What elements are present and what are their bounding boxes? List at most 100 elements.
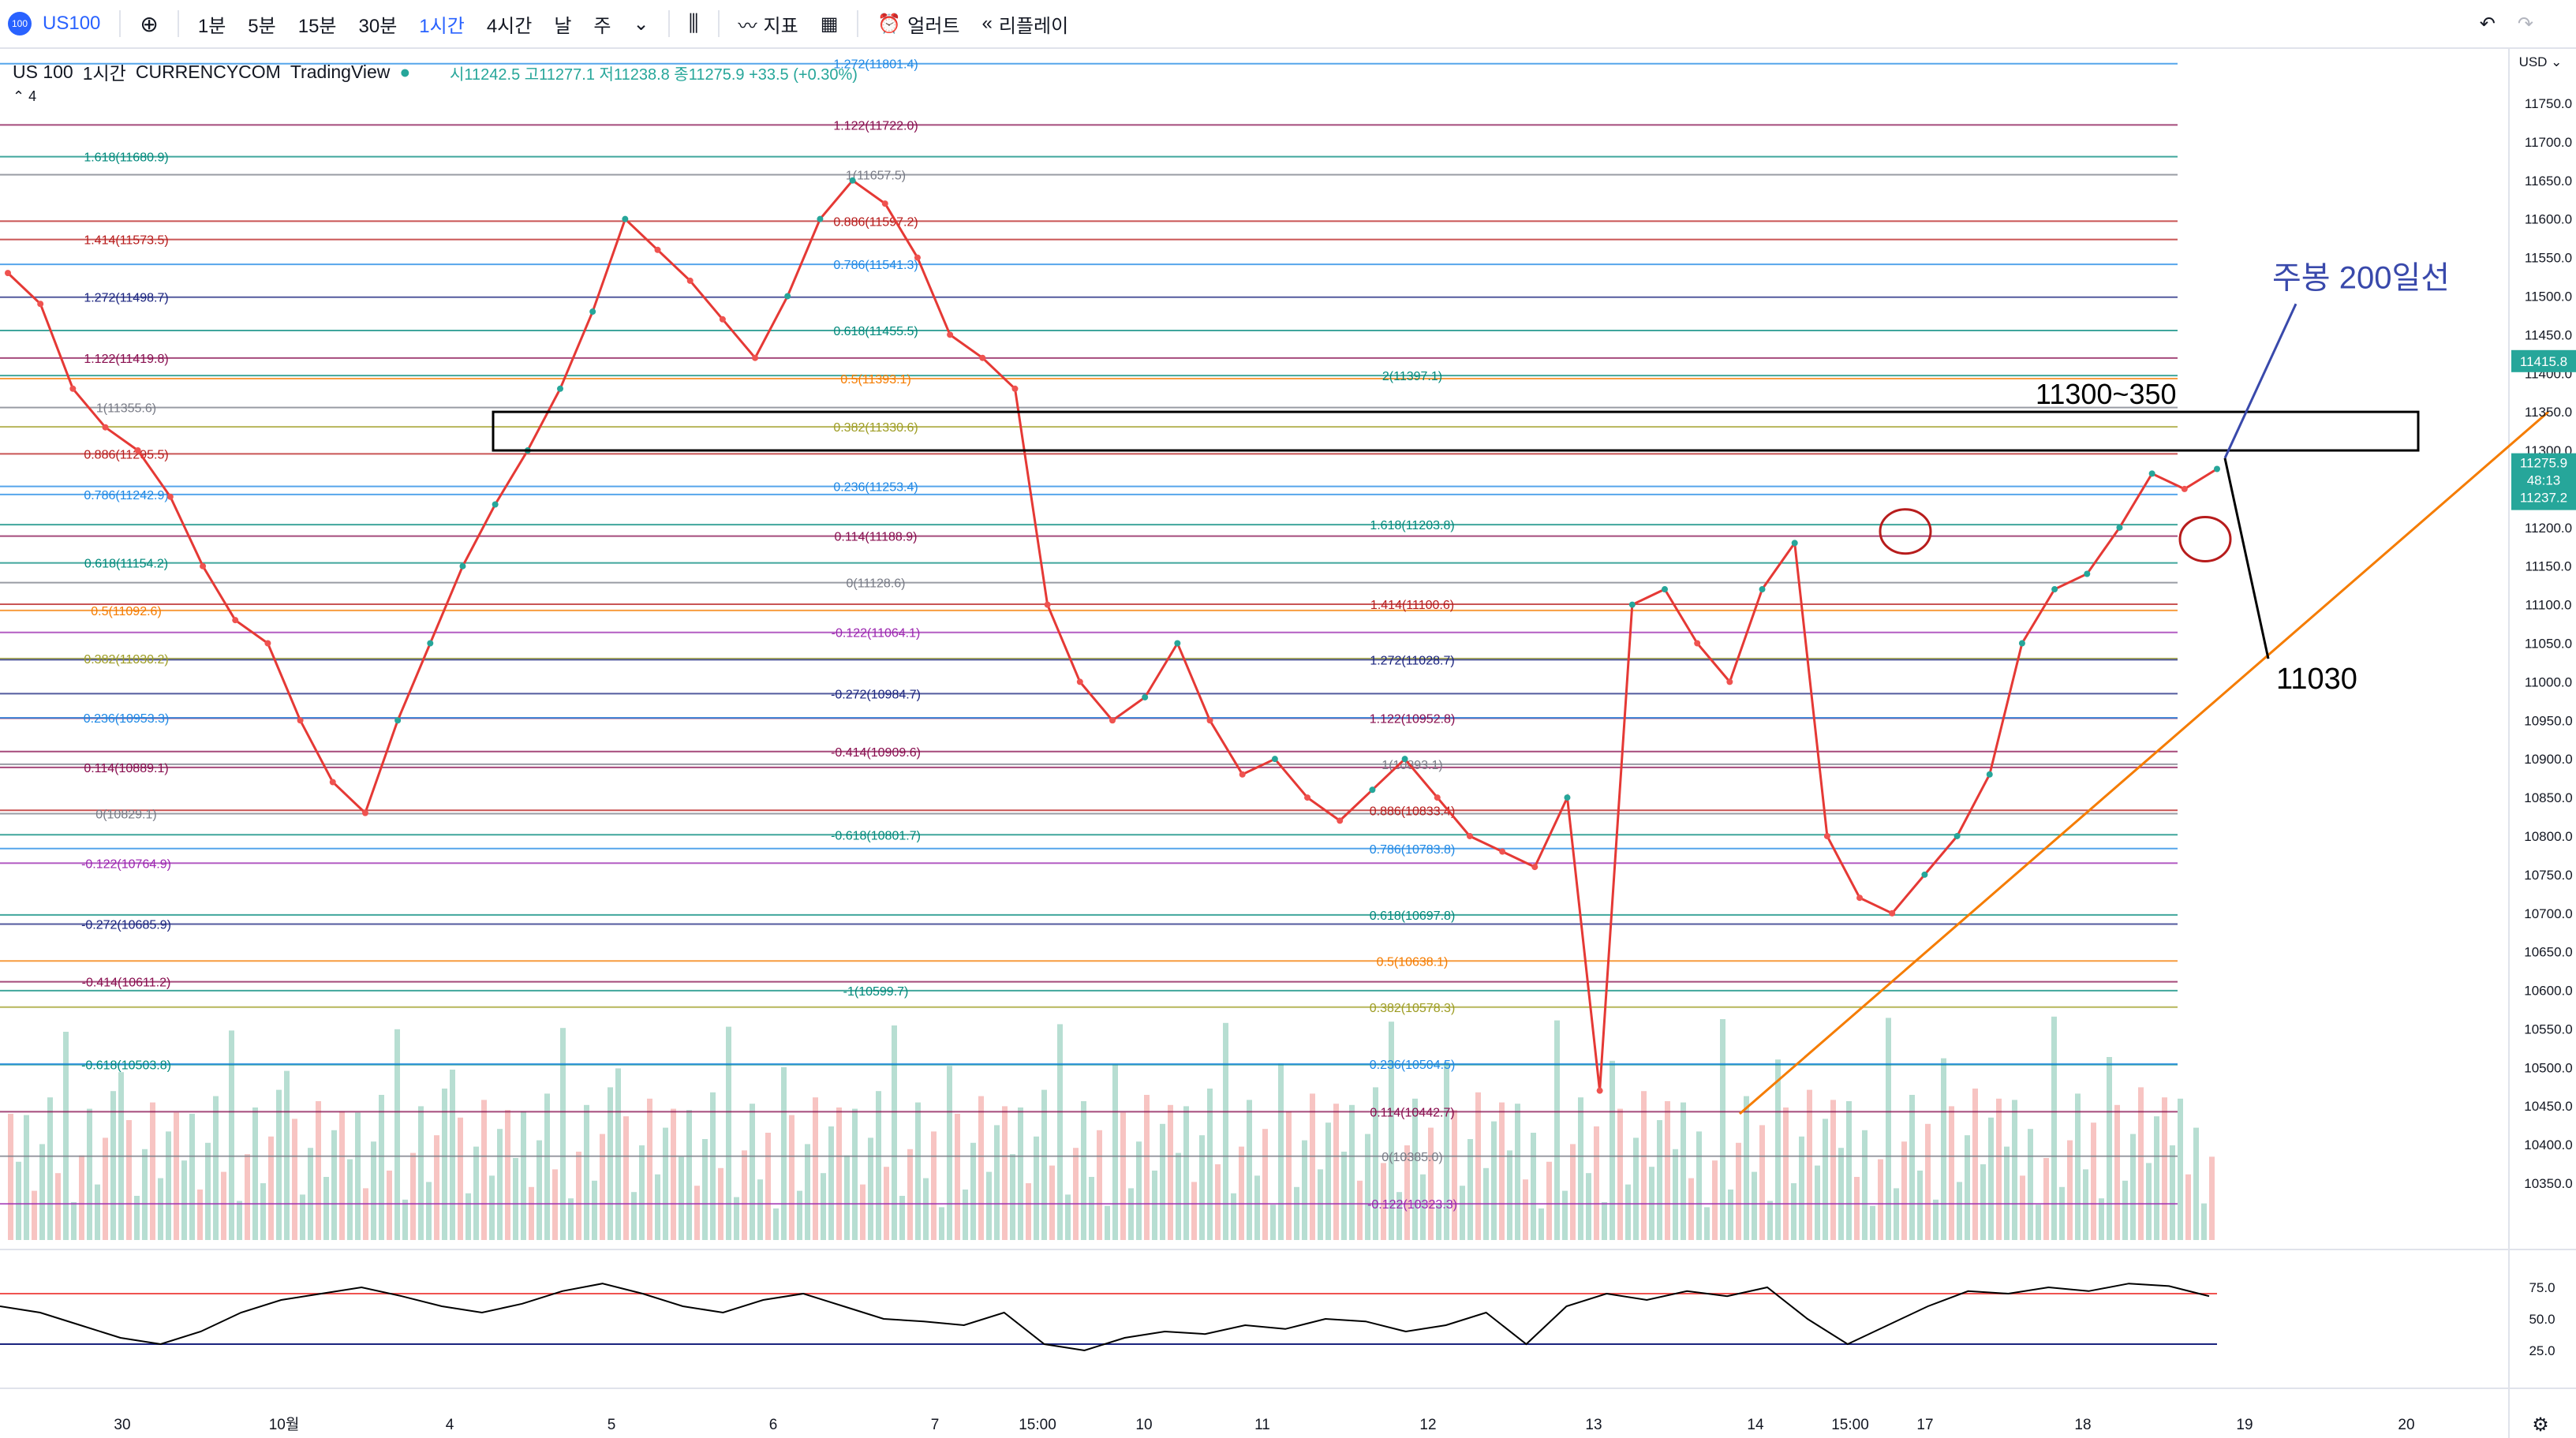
price-tick-label: 10900.0	[2524, 752, 2572, 767]
price-tick-label: 10450.0	[2524, 1099, 2572, 1114]
price-point	[1628, 601, 1636, 608]
orange-trendline[interactable]	[1739, 411, 2549, 1115]
time-tick-label: 5	[608, 1417, 616, 1433]
volume-bar	[2193, 1127, 2199, 1240]
timeframe-0[interactable]: 1분	[197, 15, 226, 37]
volume-bar	[2075, 1093, 2081, 1240]
add-symbol-icon[interactable]: ⊕	[140, 11, 159, 36]
volume-bar	[1278, 1063, 1284, 1240]
zone-label: 11300~350	[2036, 378, 2177, 410]
volume-bar	[134, 1196, 140, 1240]
volume-bar	[1641, 1091, 1647, 1240]
volume-bar	[1247, 1100, 1252, 1240]
volume-bar	[1010, 1154, 1015, 1240]
fib-level-label: -0.414(10611.2)	[82, 977, 171, 990]
current-price-label: 11275.9	[2520, 456, 2567, 471]
price-tick-label: 10400.0	[2524, 1137, 2572, 1152]
fib-level-label: 1.272(11801.4)	[833, 58, 918, 72]
volume-bar	[276, 1089, 282, 1240]
volume-bar	[1041, 1089, 1047, 1240]
indicators-button[interactable]: 〰 지표	[727, 0, 809, 47]
volume-bar	[47, 1097, 53, 1240]
volume-bar	[663, 1127, 668, 1240]
volume-bar	[1791, 1183, 1796, 1240]
volume-bar	[387, 1171, 392, 1240]
bar-timer-label: 48:13	[2527, 473, 2561, 488]
price-point	[1076, 678, 1083, 685]
volume-bar	[394, 1029, 400, 1240]
fib-level-label: 0(10829.1)	[95, 809, 156, 822]
price-point	[459, 562, 466, 570]
timeframe-7[interactable]: 주	[593, 15, 611, 37]
timeframe-6[interactable]: 날	[554, 15, 572, 37]
price-tag-label: 11237.2	[2520, 491, 2567, 506]
volume-bar	[1357, 1180, 1363, 1240]
volume-bar	[32, 1190, 37, 1240]
volume-bar	[1160, 1123, 1165, 1240]
price-tick-label: 11000.0	[2525, 674, 2572, 689]
replay-button[interactable]: « 리플레이	[971, 0, 1080, 47]
timeframe-5[interactable]: 4시간	[486, 15, 533, 37]
layouts-icon[interactable]: ▦	[820, 13, 839, 35]
undo-icon[interactable]: ↶	[2479, 13, 2496, 35]
volume-bar	[1467, 1139, 1473, 1240]
volume-bar	[2114, 1104, 2120, 1240]
fib-level-label: -0.122(10764.9)	[81, 857, 171, 871]
timeframe-dropdown-icon[interactable]: ⌄	[633, 13, 649, 35]
replay-label: 리플레이	[998, 15, 1069, 37]
volume-bar	[1262, 1129, 1268, 1240]
volume-bar	[308, 1148, 313, 1240]
settings-gear-icon[interactable]: ⚙	[2532, 1414, 2549, 1436]
volume-bar	[955, 1114, 960, 1240]
indicator-count[interactable]: ⌃ 4	[13, 88, 37, 104]
timeframe-3[interactable]: 30분	[358, 15, 398, 37]
volume-bar	[915, 1102, 921, 1240]
volume-bar	[1783, 1107, 1789, 1240]
fib-level-label: 1(11657.5)	[846, 169, 906, 182]
fib-level-label: 0.5(11393.1)	[840, 373, 911, 387]
price-tick-label: 11500.0	[2525, 289, 2572, 304]
fib-level-label: 2(11397.1)	[1382, 370, 1442, 383]
volume-bar	[592, 1180, 597, 1240]
volume-bar	[205, 1142, 211, 1240]
rsi-tick-label: 25.0	[2529, 1343, 2555, 1358]
fib-level-label: 1.272(11498.7)	[84, 292, 168, 305]
volume-bar	[1491, 1121, 1497, 1240]
volume-bar	[1767, 1201, 1773, 1240]
price-point	[1889, 909, 1896, 917]
fib-level-label: 0.114(10889.1)	[84, 762, 168, 775]
alerts-button[interactable]: ⏰ 얼러트	[866, 0, 970, 47]
volume-bar	[2091, 1122, 2096, 1240]
resistance-zone-box[interactable]	[492, 410, 2420, 452]
legend-symbol: US 100	[13, 61, 73, 82]
volume-bar	[1404, 1145, 1410, 1240]
volume-bar	[2107, 1057, 2112, 1240]
volume-bar	[79, 1155, 84, 1240]
timeframe-2[interactable]: 15분	[297, 15, 337, 37]
timeframe-1[interactable]: 5분	[248, 15, 276, 37]
volume-bar	[371, 1141, 376, 1240]
candle-style-icon[interactable]: ⫼	[688, 10, 699, 35]
volume-bar	[1665, 1101, 1670, 1240]
price-chart[interactable]: 1.272(11801.4) 1.122(11722.0) 1.618(11680.…	[0, 49, 2576, 1438]
price-tick-label: 10550.0	[2524, 1022, 2572, 1036]
timeframe-4[interactable]: 1시간	[419, 15, 465, 37]
legend-source: TradingView	[290, 61, 391, 82]
volume-bar	[1957, 1182, 1962, 1240]
symbol-search-button[interactable]: US100	[43, 13, 101, 34]
redo-icon[interactable]: ↷	[2517, 13, 2533, 35]
volume-bar	[434, 1135, 439, 1240]
price-point	[134, 447, 141, 454]
volume-bar	[1049, 1165, 1055, 1240]
volume-bar	[1002, 1106, 1008, 1240]
volume-bar	[1712, 1160, 1718, 1240]
volume-bar	[1341, 1152, 1347, 1240]
price-tick-label: 11650.0	[2525, 174, 2572, 189]
fib-level-label: -0.272(10685.9)	[81, 919, 171, 932]
price-tick-label: 11550.0	[2525, 251, 2572, 266]
volume-bar	[568, 1198, 574, 1240]
ma200-label: 주봉 200일선	[2272, 260, 2450, 295]
legend-ohlc: 시11242.5 고11277.1 저11238.8 종11275.9 +33.…	[450, 66, 858, 84]
volume-bar	[986, 1171, 992, 1240]
price-point	[264, 640, 271, 647]
